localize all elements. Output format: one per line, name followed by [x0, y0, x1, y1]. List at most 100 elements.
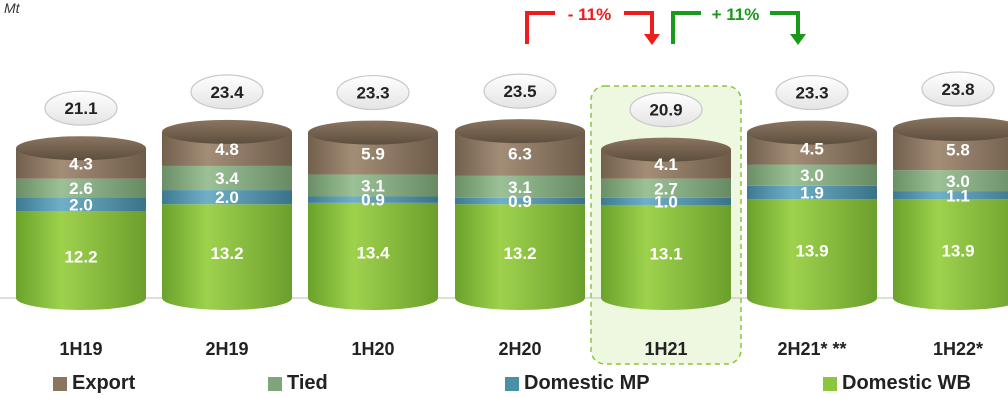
value-label-export-1h22: 5.8	[946, 141, 970, 160]
total-bubble-shape	[190, 74, 264, 110]
segment-domestic-wb-1h19	[16, 211, 146, 298]
category-label-2h21: 2H21* **	[777, 339, 846, 359]
category-label-2h19: 2H19	[205, 339, 248, 359]
segment-domestic-mp-1h19	[16, 197, 146, 212]
value-label-domestic-mp-2h19: 2.0	[215, 188, 239, 207]
bar-2h21	[747, 120, 877, 310]
total-bubble-1h22: 23.8	[921, 71, 995, 107]
segment-tied-1h20	[308, 174, 438, 197]
value-label-tied-2h21: 3.0	[800, 166, 824, 185]
total-bubble-2h19: 23.4	[190, 74, 264, 110]
legend-swatch-domestic-mp	[505, 376, 519, 391]
annotation-arrow-icon	[790, 34, 806, 45]
segment-domestic-mp-2h20	[455, 197, 585, 205]
unit-label: Mt	[4, 0, 20, 16]
stacked-bar-chart: 12.22.02.64.321.11H1913.22.03.44.823.42H…	[0, 5, 1008, 365]
value-label-tied-1h22: 3.0	[946, 172, 970, 191]
value-label-domestic-wb-1h22: 13.9	[941, 242, 974, 261]
segment-tied-1h22	[893, 170, 1008, 192]
annotation-text: + 11%	[712, 5, 760, 24]
category-label-2h20: 2H20	[498, 339, 541, 359]
segment-domestic-mp-2h19	[162, 190, 292, 205]
value-label-export-2h21: 4.5	[800, 140, 824, 159]
value-label-domestic-mp-1h22: 1.1	[946, 186, 970, 205]
category-label-1h20: 1H20	[351, 339, 394, 359]
value-label-domestic-mp-2h21: 1.9	[800, 184, 824, 203]
segment-domestic-mp-1h21	[601, 197, 731, 205]
annotation-line-right	[624, 11, 654, 34]
total-label-2h19: 23.4	[210, 83, 244, 102]
category-label-1h21: 1H21	[644, 339, 687, 359]
total-label-2h20: 23.5	[503, 82, 536, 101]
legend-swatch-domestic-wb	[823, 376, 837, 391]
value-label-domestic-wb-1h21: 13.1	[649, 244, 682, 263]
total-bubble-1h19: 21.1	[44, 90, 118, 126]
bar-base-1h20	[308, 298, 438, 310]
total-bubble-2h21: 23.3	[775, 74, 849, 111]
legend-item-tied: Tied	[268, 372, 328, 395]
total-bubble-shape	[921, 71, 995, 107]
bar-base-2h21	[747, 298, 877, 310]
total-label-1h22: 23.8	[941, 80, 974, 99]
total-label-1h19: 21.1	[64, 99, 97, 118]
bar-2h20	[455, 119, 585, 310]
value-label-export-1h20: 5.9	[361, 145, 385, 164]
bar-1h21	[601, 137, 731, 310]
category-label-1h19: 1H19	[59, 339, 102, 359]
change-annotation-1: - 11%	[525, 5, 660, 45]
total-bubble-shape	[44, 90, 118, 126]
bar-cap-1h22	[893, 117, 1008, 142]
annotation-line-left	[671, 11, 701, 44]
total-bubble-shape	[775, 74, 849, 111]
segment-domestic-mp-1h22	[893, 191, 1008, 200]
change-annotation-2: + 11%	[671, 5, 806, 45]
bar-base-1h21	[601, 298, 731, 310]
total-bubble-shape	[629, 92, 703, 128]
bar-cap-2h19	[162, 119, 292, 144]
legend-swatch-export	[53, 376, 67, 391]
legend-item-domestic-wb: Domestic WB	[823, 372, 971, 395]
total-bubble-2h20: 23.5	[483, 73, 557, 109]
bar-cap-2h21	[747, 120, 877, 145]
value-label-export-1h21: 4.1	[654, 155, 678, 174]
total-label-2h21: 23.3	[795, 84, 828, 103]
segment-domestic-wb-2h21	[747, 199, 877, 298]
bar-1h19	[16, 136, 146, 310]
total-bubble-shape	[336, 74, 410, 111]
segment-domestic-wb-1h20	[308, 202, 438, 298]
bar-base-1h22	[893, 298, 1008, 310]
annotation-line-left	[525, 11, 555, 44]
value-label-domestic-mp-1h21: 1.0	[654, 192, 678, 211]
legend-swatch-tied	[268, 376, 282, 391]
bar-base-2h20	[455, 298, 585, 310]
segment-domestic-mp-1h20	[308, 196, 438, 203]
value-label-domestic-wb-1h19: 12.2	[64, 248, 97, 267]
bar-2h19	[162, 119, 292, 310]
total-label-1h21: 20.9	[649, 101, 682, 120]
annotation-arrow-icon	[644, 34, 660, 45]
legend-item-export: Export	[53, 372, 135, 395]
legend-label-domestic-mp: Domestic MP	[524, 372, 650, 394]
annotation-text: - 11%	[568, 5, 611, 24]
value-label-domestic-wb-2h19: 13.2	[210, 244, 243, 263]
value-label-domestic-wb-2h21: 13.9	[795, 242, 828, 261]
legend-label-export: Export	[72, 372, 136, 394]
segment-domestic-wb-1h21	[601, 204, 731, 298]
value-label-domestic-mp-1h19: 2.0	[69, 195, 93, 214]
category-label-1h22: 1H22*	[933, 339, 983, 359]
total-bubble-1h21: 20.9	[629, 92, 703, 128]
segment-tied-2h20	[455, 175, 585, 198]
segment-tied-2h21	[747, 164, 877, 186]
bar-cap-1h20	[308, 120, 438, 145]
legend: Export Tied Domestic MP Domestic WB	[0, 372, 1008, 396]
bar-base-1h19	[16, 298, 146, 310]
total-label-1h20: 23.3	[356, 84, 389, 103]
segment-domestic-mp-2h21	[747, 185, 877, 200]
bar-1h22	[893, 117, 1008, 310]
value-label-tied-1h20: 3.1	[361, 176, 385, 195]
value-label-domestic-wb-1h20: 13.4	[356, 243, 390, 262]
legend-label-tied: Tied	[287, 372, 328, 394]
value-label-domestic-mp-2h20: 0.9	[508, 192, 532, 211]
value-label-tied-2h20: 3.1	[508, 178, 532, 197]
bar-cap-2h20	[455, 119, 585, 144]
